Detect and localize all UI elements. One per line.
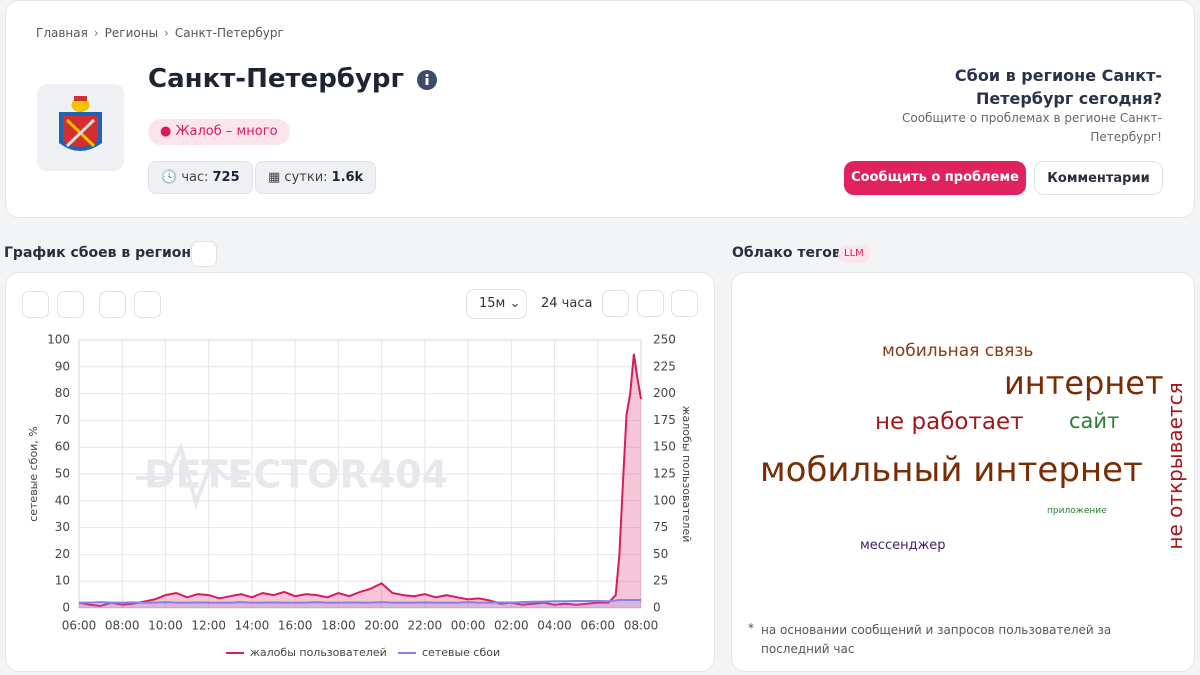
y2-tick-label: 125: [653, 467, 676, 481]
cloud-word[interactable]: приложение: [1047, 506, 1107, 516]
x-tick-label: 10:00: [148, 619, 183, 633]
y-tick-label: 20: [55, 547, 70, 561]
cta-title: Сбои в регионе Санкт-Петербург сегодня?: [954, 66, 1162, 108]
separator: ›: [93, 26, 99, 40]
breadcrumb[interactable]: Регионы: [104, 26, 159, 40]
y-tick-label: 0: [62, 601, 70, 615]
cloud-word[interactable]: не работает: [875, 409, 1024, 435]
x-tick-label: 08:00: [105, 619, 140, 633]
period: 24 часа: [541, 296, 593, 311]
x-tick-label: 06:00: [580, 619, 615, 633]
y2-tick-label: 0: [653, 601, 661, 615]
x-tick-label: 00:00: [451, 619, 486, 633]
badge-text: Жалоб – много: [175, 124, 278, 139]
watermark: DETECTOR404: [144, 453, 448, 497]
x-tick-label: 02:00: [494, 619, 529, 633]
info-icon[interactable]: [417, 69, 438, 90]
cloud-word[interactable]: сайт: [1069, 409, 1120, 433]
interval-select[interactable]: 15м ⌄: [466, 289, 527, 319]
y-tick-label: 100: [47, 333, 70, 347]
data-button[interactable]: [57, 291, 84, 318]
y-tick-label: 90: [55, 359, 70, 373]
chart: DETECTOR404 сетевые сбои, % жалобы польз…: [27, 333, 693, 660]
plot-frame: [78, 339, 642, 609]
report-button[interactable]: Сообщить о проблеме: [844, 161, 1026, 195]
separator: ›: [164, 26, 169, 40]
region-logo: [37, 84, 124, 171]
note-mark: *: [748, 621, 754, 635]
y2-tick-label: 150: [653, 440, 676, 454]
interval: 15м: [479, 296, 506, 311]
y2-axis-label: жалобы пользователей: [680, 406, 693, 543]
y-tick-label: 30: [55, 520, 70, 534]
cloud-card: [731, 272, 1195, 672]
watermark-logo: [136, 442, 246, 510]
cloud-section-title: Облако тегов: [732, 245, 841, 261]
cloud-word[interactable]: мобильный интернет: [760, 450, 1143, 490]
embed-button[interactable]: [191, 241, 217, 267]
legend-label: жалобы пользователей: [250, 646, 387, 659]
y2-tick-label: 25: [653, 574, 668, 588]
x-tick-label: 08:00: [624, 619, 659, 633]
y-tick-label: 70: [55, 413, 70, 427]
x-tick-label: 20:00: [364, 619, 399, 633]
cloud-word[interactable]: интернет: [1004, 364, 1164, 402]
stat-label: сутки:: [284, 170, 328, 185]
stat-label: час:: [181, 170, 209, 185]
stat-hour: 🕓 час: 725: [148, 161, 253, 194]
chart-mode-button[interactable]: [99, 291, 126, 318]
legend-label: сетевые сбои: [422, 646, 500, 659]
stat-day: ▦ сутки: 1.6k: [255, 161, 377, 194]
x-tick-label: 16:00: [278, 619, 313, 633]
breadcrumb: Санкт-Петербург: [174, 26, 284, 40]
y-tick-label: 60: [55, 440, 70, 454]
y2-tick-label: 175: [653, 413, 676, 427]
y-axis-label: сетевые сбои, %: [27, 426, 40, 522]
status-badge: ● Жалоб – много: [148, 119, 290, 145]
y-tick-label: 10: [55, 574, 70, 588]
prev-button[interactable]: [602, 290, 629, 317]
region-title: Санкт-Петербург: [148, 64, 438, 94]
chart-card: DETECTOR404 сетевые сбои, % жалобы польз…: [5, 272, 715, 672]
user-button[interactable]: [134, 291, 161, 318]
camera-button[interactable]: [22, 291, 49, 318]
y-tick-label: 40: [55, 493, 70, 507]
y-tick-label: 50: [55, 467, 70, 481]
y2-tick-label: 200: [653, 386, 676, 400]
series-area: [79, 600, 641, 608]
next-button[interactable]: [671, 290, 698, 317]
y2-tick-label: 50: [653, 547, 668, 561]
cloud-word[interactable]: мессенджер: [860, 538, 946, 553]
y2-tick-label: 225: [653, 359, 676, 373]
comments-button[interactable]: Комментарии: [1034, 161, 1163, 195]
breadcrumbs: Главная › Регионы › Санкт-Петербург: [36, 26, 284, 40]
title-text: Санкт-Петербург: [148, 64, 405, 94]
cloud-word[interactable]: мобильная связь: [882, 341, 1034, 361]
coat-of-arms: [59, 96, 102, 151]
x-tick-label: 14:00: [235, 619, 270, 633]
stat-value: 725: [212, 170, 240, 185]
llm-tag: LLM: [838, 245, 870, 263]
stat-value: 1.6k: [331, 170, 364, 185]
cloud-word[interactable]: не открывается: [1163, 382, 1187, 550]
y2-tick-label: 75: [653, 520, 668, 534]
series-line: [79, 599, 641, 604]
chart-section-title: График сбоев в регионе: [4, 245, 201, 261]
x-tick-label: 12:00: [191, 619, 226, 633]
x-tick-label: 04:00: [537, 619, 572, 633]
cloud-note: на основании сообщений и запросов пользо…: [761, 623, 1112, 656]
y2-tick-label: 250: [653, 333, 676, 347]
x-tick-label: 06:00: [62, 619, 97, 633]
breadcrumb[interactable]: Главная: [36, 26, 88, 40]
y2-tick-label: 100: [653, 493, 676, 507]
series-line: [78, 353, 642, 607]
calendar-button[interactable]: [637, 290, 664, 317]
cta-text: Сообщите о проблемах в регионе Санкт-Пет…: [901, 111, 1162, 144]
y-tick-label: 80: [55, 386, 70, 400]
x-tick-label: 18:00: [321, 619, 356, 633]
x-tick-label: 22:00: [408, 619, 443, 633]
